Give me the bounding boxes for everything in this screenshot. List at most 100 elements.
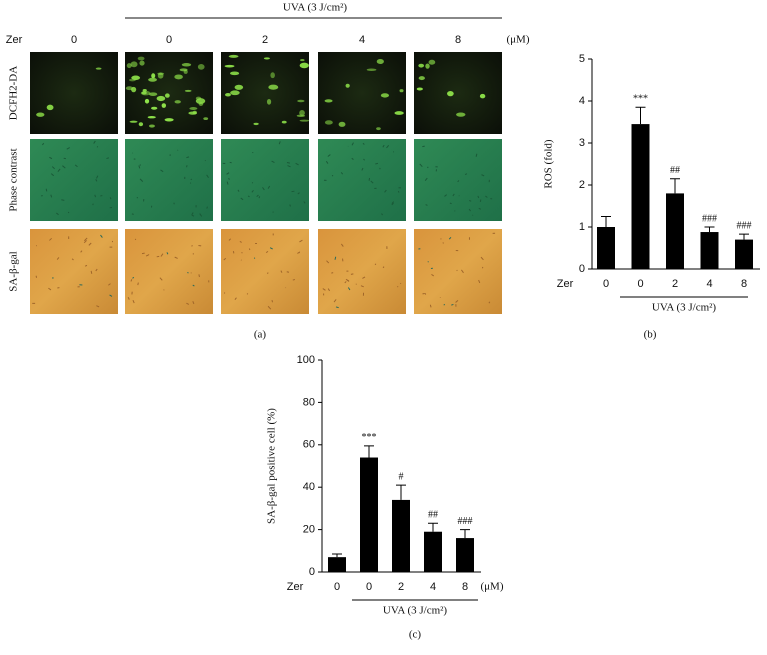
cell-outline: [51, 166, 55, 170]
cell-fluorescence: [456, 112, 466, 117]
cell-outline: [96, 175, 99, 179]
cell-outline: [199, 213, 203, 217]
bar: [631, 124, 650, 269]
cell-outline: [299, 239, 303, 243]
cell-fluorescence: [418, 63, 425, 68]
cell-outline: [41, 142, 45, 146]
cell-fluorescence: [338, 121, 346, 127]
zer-label: Zer: [6, 34, 23, 46]
y-tick-label: 20: [303, 524, 315, 536]
cell-outline: [360, 285, 364, 288]
cell-outline: [96, 305, 100, 308]
cell-outline: [247, 195, 250, 198]
cell-outline: [325, 160, 329, 164]
cell-outline: [346, 279, 350, 282]
micrograph: [318, 52, 406, 134]
cell-outline: [327, 154, 331, 157]
cell-fluorescence: [376, 58, 384, 64]
error-bar: [460, 529, 470, 539]
cell-outline: [361, 167, 364, 171]
cell-fluorescence: [447, 91, 454, 97]
cell-outline: [340, 243, 344, 247]
significance-label: ###: [737, 220, 752, 231]
micrograph: [30, 139, 118, 221]
cell-outline: [391, 202, 394, 206]
cell-outline: [251, 182, 254, 184]
bar: [666, 193, 684, 269]
cell-outline: [295, 162, 299, 166]
x-tick-label: 4: [430, 581, 436, 593]
micrograph: [414, 139, 502, 221]
significance-label: ###: [458, 516, 473, 527]
cell-outline: [266, 272, 269, 274]
cell-outline: [265, 250, 269, 254]
cell-outline: [246, 293, 249, 295]
cell-outline: [192, 301, 195, 305]
cell-outline: [370, 180, 374, 184]
cell-outline: [226, 172, 230, 175]
cell-fluorescence: [137, 56, 145, 61]
cell-outline: [397, 190, 400, 193]
significance-label: ***: [362, 432, 377, 443]
cell-outline: [108, 283, 111, 286]
cell-outline: [362, 142, 365, 145]
cell-fluorescence: [125, 86, 134, 91]
micrograph: [125, 139, 213, 221]
cell-outline: [228, 238, 232, 241]
y-axis-label: ROS (fold): [543, 139, 555, 189]
cell-fluorescence: [164, 118, 174, 122]
cell-outline: [351, 142, 354, 146]
cell-fluorescence: [268, 84, 279, 90]
cell-outline: [475, 153, 478, 157]
cell-outline: [297, 251, 299, 255]
x-tick-label: 8: [462, 581, 468, 593]
cell-outline: [457, 180, 460, 183]
cell-outline: [132, 276, 135, 279]
error-bar: [332, 553, 342, 558]
cell-outline: [425, 204, 428, 206]
cell-outline: [347, 287, 351, 291]
cell-outline: [45, 188, 48, 192]
cell-fluorescence: [138, 122, 144, 127]
cell-outline: [351, 157, 354, 160]
cell-outline: [240, 197, 244, 201]
cell-fluorescence: [183, 69, 188, 74]
x-tick-label: 0: [637, 278, 643, 290]
group-label: UVA (3 J/cm²): [383, 605, 448, 617]
cell-fluorescence: [253, 122, 259, 126]
cell-outline: [80, 250, 83, 253]
row-label: SA-β-gal: [8, 251, 20, 291]
error-bar: [739, 233, 749, 240]
cell-outline: [375, 162, 379, 165]
column-label: 0: [166, 34, 172, 46]
cell-fluorescence: [139, 60, 145, 66]
cell-fluorescence: [281, 120, 287, 124]
cell-outline: [256, 194, 259, 198]
cell-outline: [448, 236, 452, 240]
cell-outline: [186, 156, 190, 159]
cell-fluorescence: [428, 59, 436, 65]
cell-outline: [191, 212, 194, 216]
significance-label: ***: [633, 94, 648, 105]
cell-outline: [363, 158, 366, 161]
x-tick-label: 2: [672, 278, 678, 290]
cell-fluorescence: [147, 116, 156, 119]
unit-label: (μM): [506, 34, 529, 46]
cell-outline: [100, 234, 103, 238]
y-tick-label: 2: [579, 179, 585, 191]
uva-header: UVA (3 J/cm²): [283, 2, 348, 14]
cell-outline: [469, 200, 472, 202]
cell-outline: [48, 287, 52, 291]
cell-fluorescence: [148, 77, 157, 82]
error-bar: [428, 522, 438, 532]
cell-outline: [391, 201, 395, 204]
micrograph: [414, 229, 502, 314]
cell-outline: [262, 187, 265, 191]
cell-outline: [427, 166, 429, 169]
error-bar: [364, 445, 374, 458]
cell-outline: [267, 185, 271, 189]
cell-outline: [223, 257, 227, 261]
cell-outline: [84, 264, 88, 267]
column-label: 0: [71, 34, 77, 46]
